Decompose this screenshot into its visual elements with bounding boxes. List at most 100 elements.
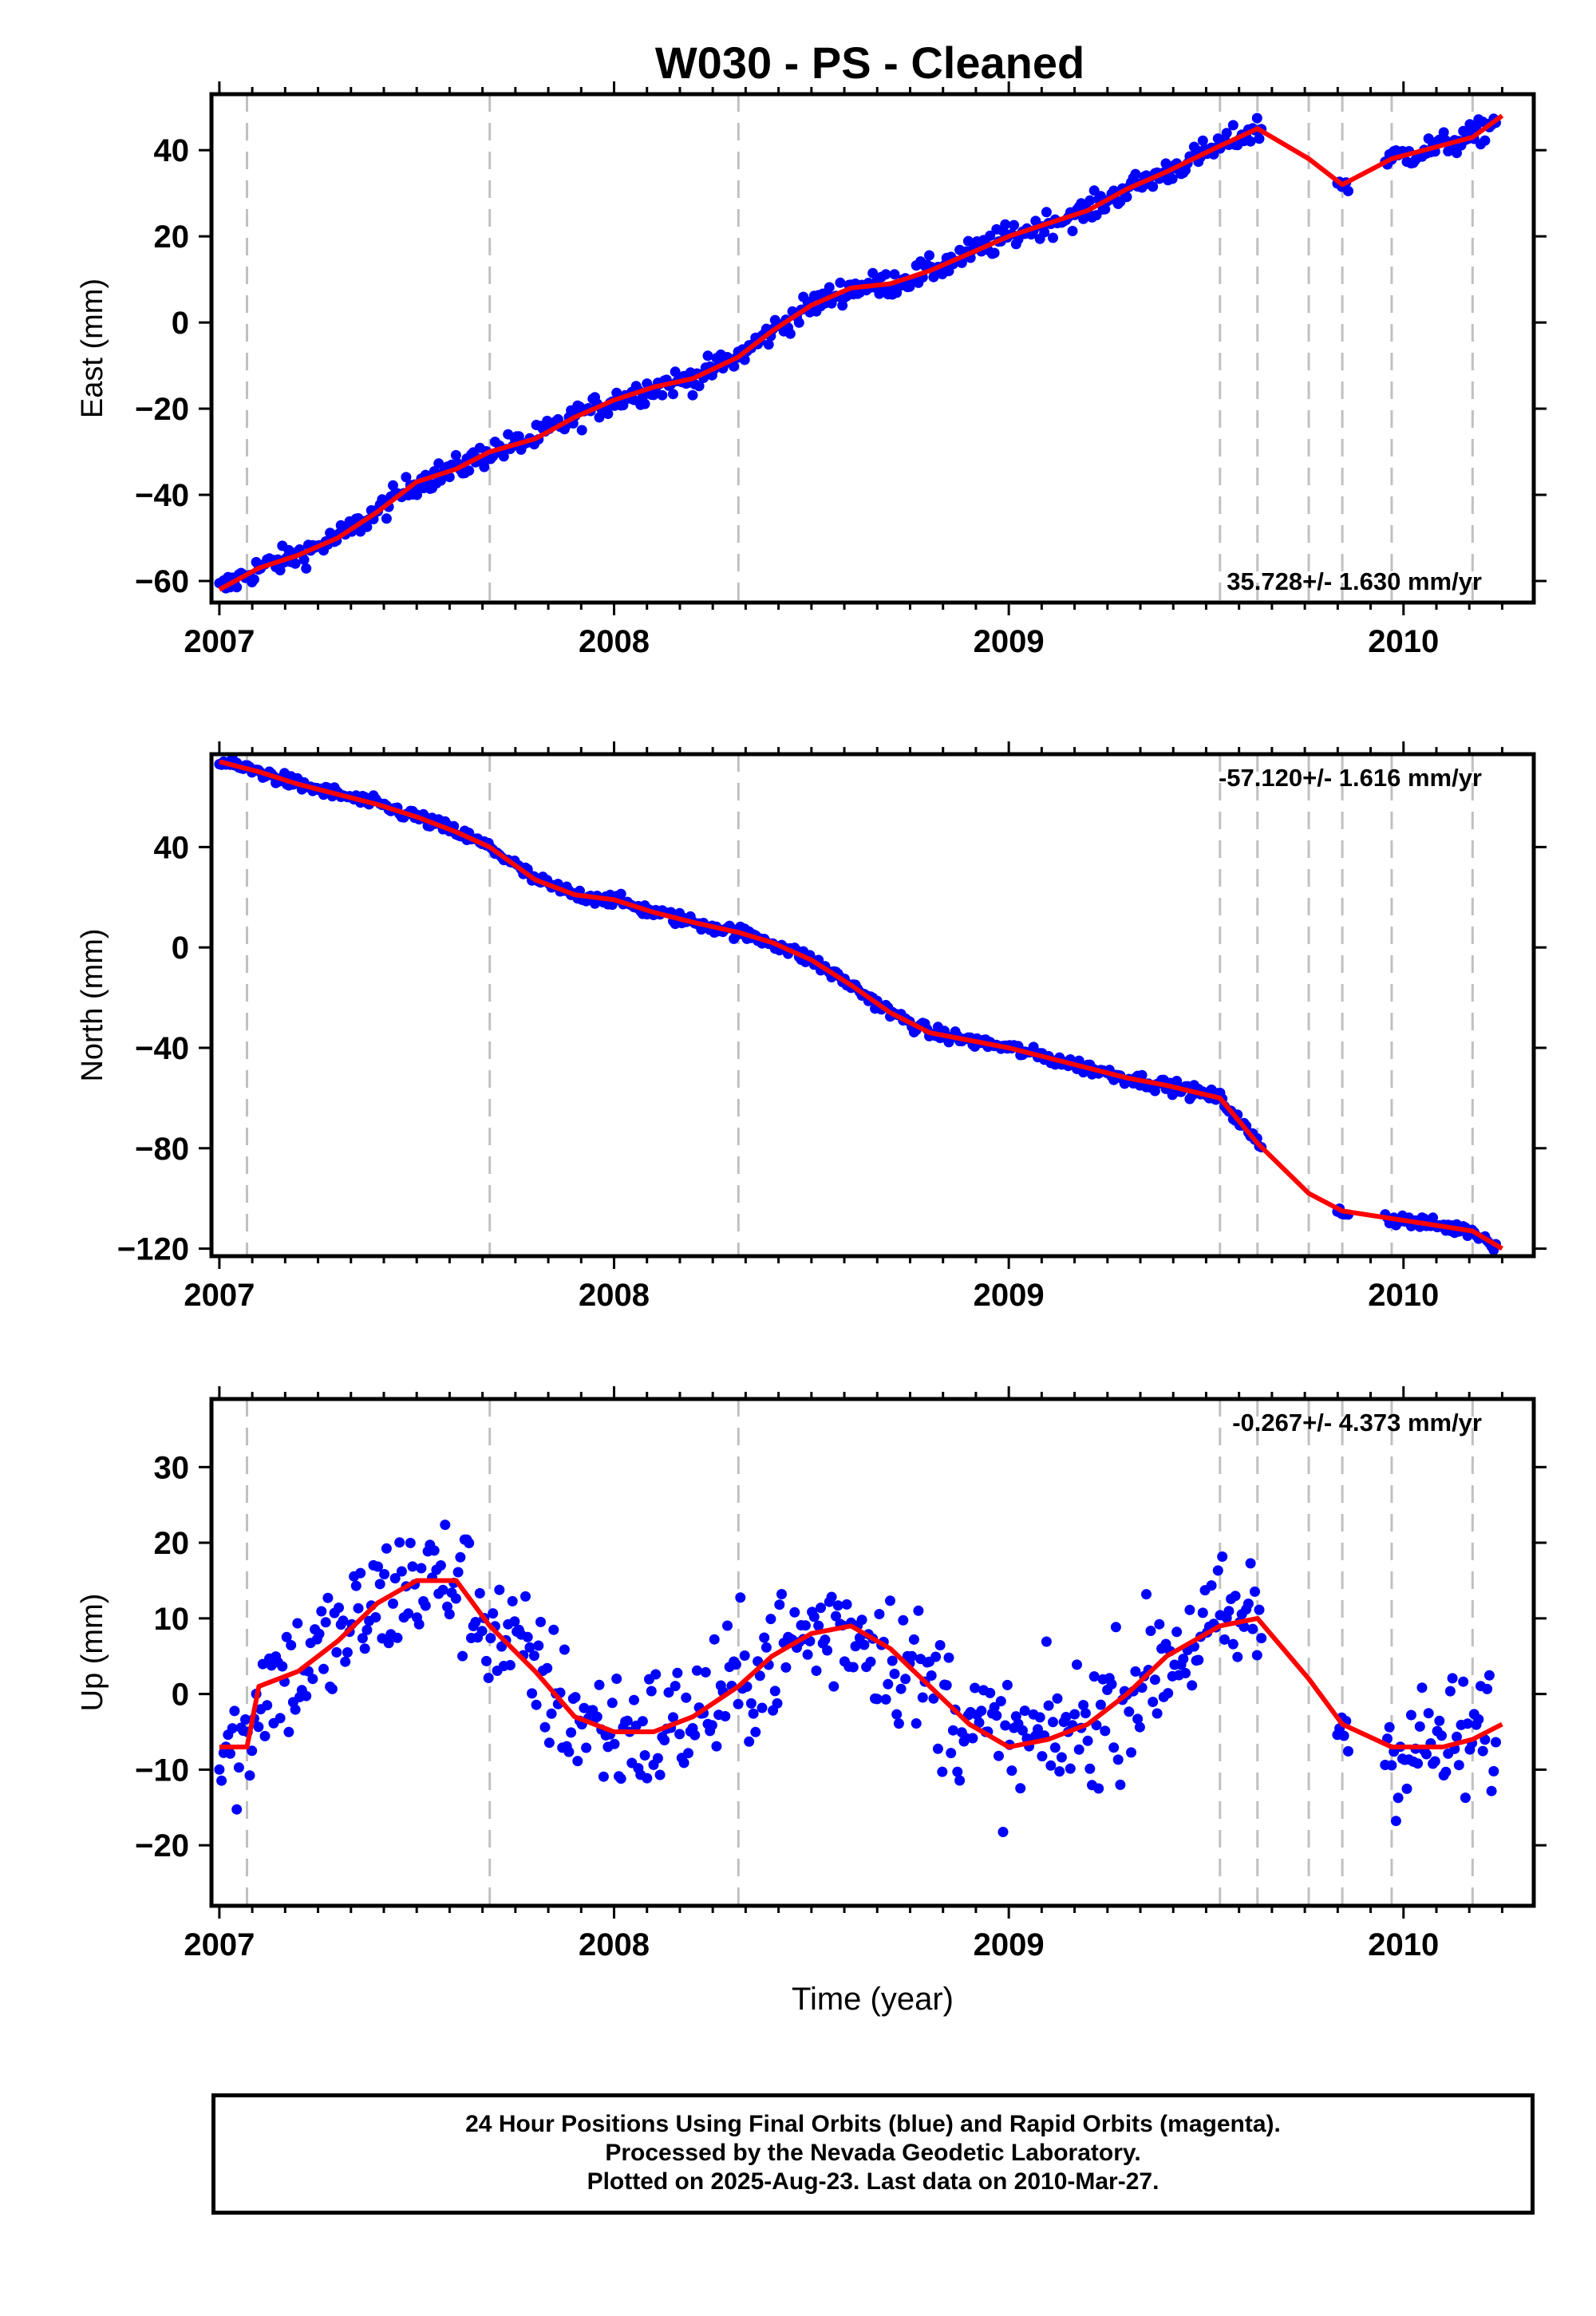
data-point xyxy=(1045,1760,1057,1771)
data-point xyxy=(355,1567,366,1579)
data-point xyxy=(240,1714,251,1725)
data-point xyxy=(581,1742,592,1753)
model-line xyxy=(218,113,1504,592)
data-point xyxy=(314,1628,325,1639)
data-point xyxy=(1193,1654,1204,1666)
data-point xyxy=(435,1560,446,1571)
data-point xyxy=(670,1681,681,1692)
data-point xyxy=(546,1708,557,1719)
data-point xyxy=(394,1537,405,1548)
data-point xyxy=(1017,1725,1028,1736)
data-point xyxy=(889,269,900,280)
data-point xyxy=(216,1775,227,1786)
data-point xyxy=(433,458,444,469)
x-tick-label: 2010 xyxy=(1368,624,1439,659)
y-axis-label: Up (mm) xyxy=(76,1594,109,1712)
data-point xyxy=(946,1748,957,1759)
data-point xyxy=(528,1650,539,1662)
page-title: W030 - PS - Cleaned xyxy=(654,38,1085,88)
data-point xyxy=(1479,1734,1491,1745)
data-point xyxy=(1132,1713,1144,1725)
data-point xyxy=(302,1666,314,1677)
data-point xyxy=(1206,1580,1217,1591)
data-point xyxy=(1171,1076,1183,1086)
data-point xyxy=(1393,1792,1404,1804)
data-point xyxy=(1227,1638,1238,1650)
data-point xyxy=(359,1643,370,1654)
x-tick-label: 2007 xyxy=(184,1927,255,1962)
data-point xyxy=(1149,1674,1160,1686)
y-tick-label: −40 xyxy=(135,478,189,513)
data-point xyxy=(379,1569,390,1579)
data-point xyxy=(494,1584,505,1595)
data-points xyxy=(214,1520,1501,1837)
data-point xyxy=(1039,227,1050,238)
data-point xyxy=(476,1626,488,1637)
data-point xyxy=(301,1690,312,1701)
data-point xyxy=(1416,1682,1428,1694)
data-point xyxy=(898,1614,909,1626)
data-point xyxy=(943,1652,954,1663)
footer-line-2: Processed by the Nevada Geodetic Laborat… xyxy=(605,2140,1141,2166)
rate-label: -57.120+/- 1.616 mm/yr xyxy=(1219,764,1482,792)
data-point xyxy=(691,1665,702,1676)
x-tick-label: 2008 xyxy=(579,1278,650,1313)
data-point xyxy=(702,350,713,362)
data-point xyxy=(1006,1765,1017,1777)
data-point xyxy=(548,1624,559,1635)
data-point xyxy=(1197,135,1208,146)
data-point xyxy=(811,1666,822,1676)
data-point xyxy=(1343,1745,1353,1757)
data-point xyxy=(437,1584,448,1595)
data-point xyxy=(1067,226,1078,236)
y-tick-label: 20 xyxy=(154,219,190,255)
data-point xyxy=(668,389,678,400)
data-point xyxy=(318,1663,329,1674)
data-point xyxy=(474,1587,485,1599)
data-point xyxy=(1100,1725,1111,1737)
data-point xyxy=(652,1753,663,1764)
data-point xyxy=(281,1631,292,1642)
data-point xyxy=(1428,1212,1439,1223)
data-point xyxy=(722,1620,733,1631)
data-point xyxy=(563,1746,575,1757)
data-point xyxy=(440,1520,451,1531)
north-panel: 2007 2008 2009 2010 −120 −80 −40 0 40 North (mm) -… xyxy=(76,741,1547,1313)
data-point xyxy=(464,1538,475,1548)
data-point xyxy=(1000,1720,1011,1731)
data-point xyxy=(253,1721,264,1733)
data-point xyxy=(1084,195,1096,206)
data-point xyxy=(543,1737,555,1749)
data-point xyxy=(407,1561,418,1572)
data-point xyxy=(893,1718,904,1729)
data-point xyxy=(659,1735,670,1745)
east-panel: 2007 2008 2009 2010 −60 −40 −20 0 20 40 East (mm) 3… xyxy=(76,81,1547,659)
data-point xyxy=(1423,1708,1434,1719)
data-point xyxy=(1180,1668,1191,1678)
data-point xyxy=(1084,1763,1096,1774)
data-point xyxy=(637,1716,648,1727)
data-point xyxy=(744,1736,755,1747)
data-point xyxy=(774,1599,785,1611)
data-point xyxy=(283,1726,294,1737)
data-point xyxy=(754,1670,765,1682)
data-point xyxy=(1223,1606,1235,1617)
y-tick-label: −40 xyxy=(135,1031,189,1066)
x-tick-label: 2008 xyxy=(579,1927,650,1962)
data-point xyxy=(1462,1718,1473,1729)
data-point xyxy=(880,1694,891,1705)
data-point xyxy=(720,1711,731,1721)
model-line xyxy=(219,1578,1503,1749)
data-point xyxy=(609,1738,620,1749)
data-point xyxy=(539,1721,551,1733)
x-tick-label: 2010 xyxy=(1368,1927,1439,1962)
data-point xyxy=(350,1580,361,1591)
data-point xyxy=(711,1741,722,1752)
data-point xyxy=(1479,135,1491,146)
data-point xyxy=(1148,181,1159,192)
data-point xyxy=(998,1827,1009,1837)
data-point xyxy=(976,1705,987,1717)
data-point xyxy=(889,1668,900,1679)
data-point xyxy=(1421,1749,1432,1760)
data-point xyxy=(388,1598,398,1609)
